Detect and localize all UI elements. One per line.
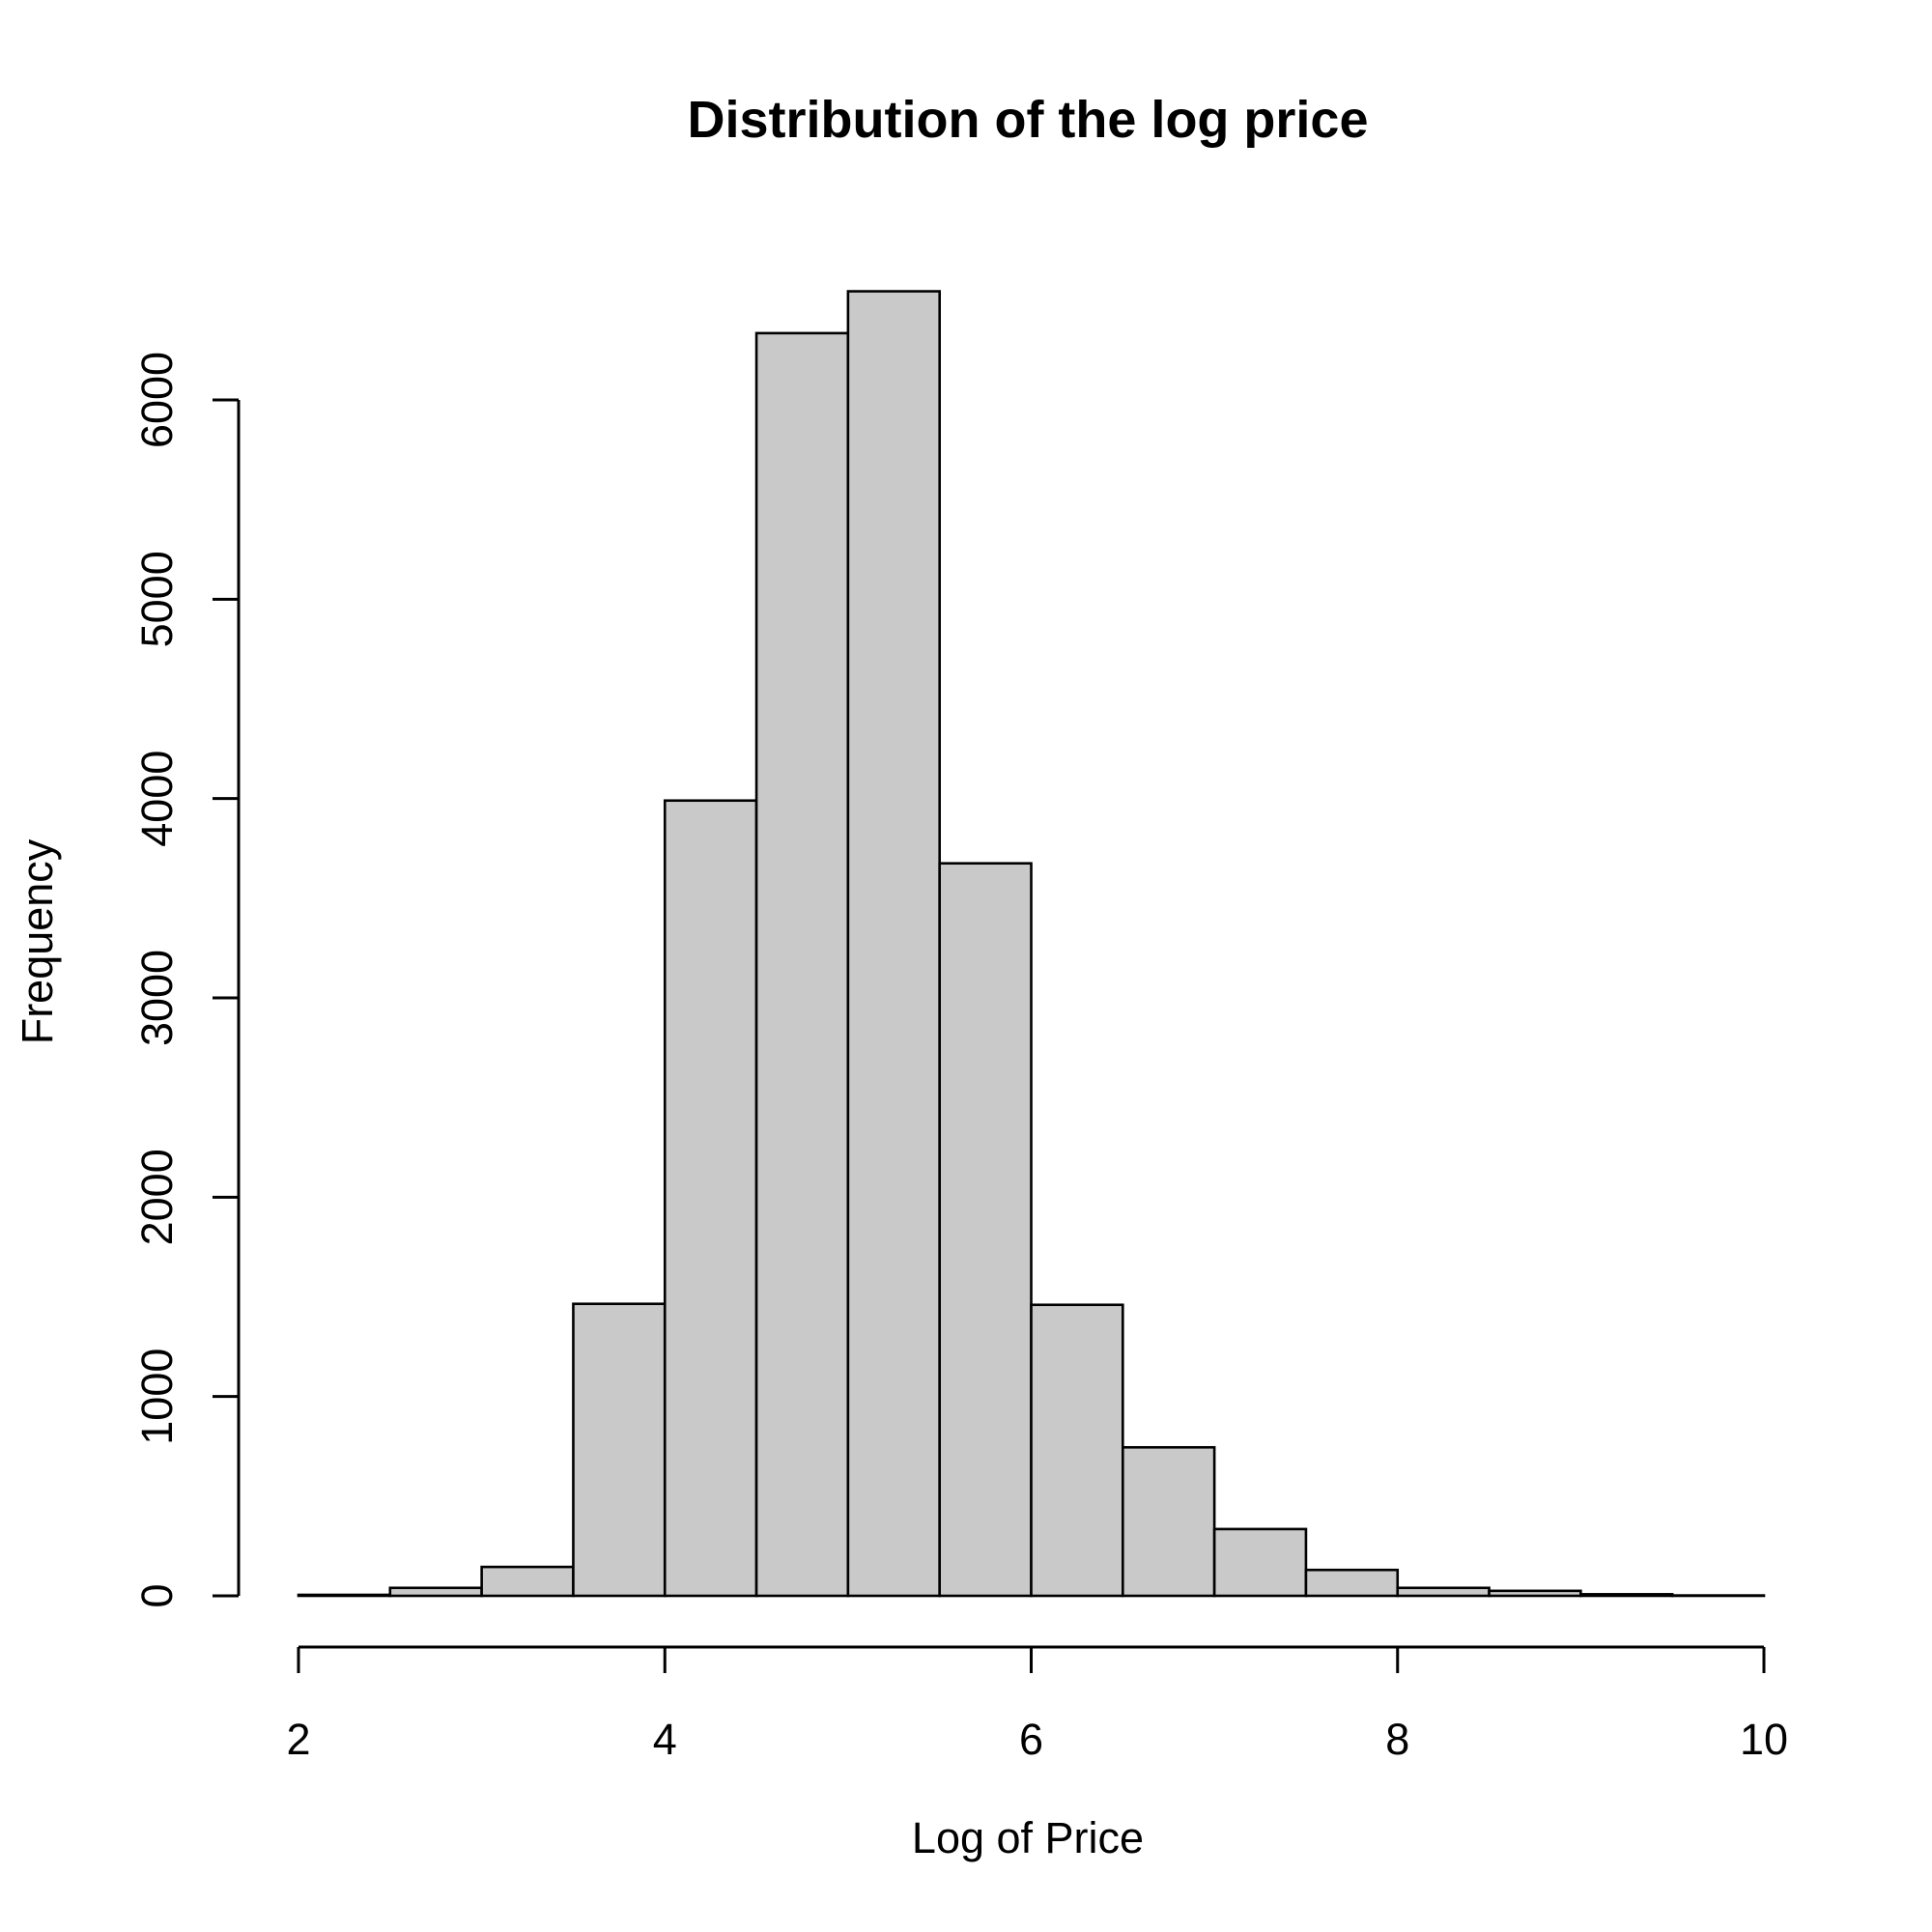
histogram-bar: [1122, 1445, 1216, 1598]
histogram-bar: [297, 1593, 392, 1598]
histogram-bar: [572, 1302, 667, 1598]
y-tick-label: 1000: [132, 1349, 182, 1445]
histogram-bar: [1396, 1586, 1491, 1598]
y-tick-label: 0: [132, 1583, 182, 1607]
histogram-bar: [1304, 1568, 1400, 1598]
y-tick-label: 4000: [132, 751, 182, 847]
histogram-bar: [1212, 1527, 1308, 1598]
histogram-bar: [1030, 1303, 1124, 1598]
histogram-bar: [388, 1586, 483, 1598]
x-axis: 2 4 6 8 10: [286, 1645, 1788, 1764]
histogram-bar: [754, 331, 850, 1598]
bars-group: [297, 290, 1766, 1598]
x-tick-label: 2: [286, 1715, 310, 1764]
y-axis: 0 1000 2000 3000 4000 5000 6000: [132, 352, 241, 1608]
histogram-bar: [663, 799, 758, 1598]
histogram-bar: [1488, 1589, 1582, 1598]
histogram-bar: [480, 1565, 575, 1598]
x-axis-label: Log of Price: [912, 1813, 1144, 1862]
x-tick-label: 4: [653, 1715, 677, 1764]
y-tick-label: 2000: [132, 1149, 182, 1245]
chart-title: Distribution of the log price: [688, 91, 1369, 149]
x-tick-label: 8: [1385, 1715, 1409, 1764]
y-tick-label: 5000: [132, 551, 182, 647]
y-tick-label: 6000: [132, 352, 182, 448]
histogram-bar: [938, 862, 1033, 1598]
histogram-bar: [846, 290, 941, 1598]
x-tick-label: 6: [1019, 1715, 1043, 1764]
y-tick-label: 3000: [132, 950, 182, 1046]
x-tick-label: 10: [1740, 1715, 1788, 1764]
histogram-bar: [1579, 1593, 1674, 1598]
y-axis-label: Frequency: [13, 838, 62, 1044]
